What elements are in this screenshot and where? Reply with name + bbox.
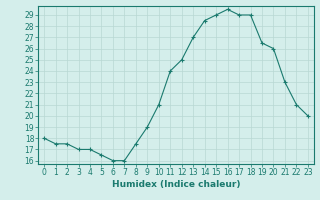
X-axis label: Humidex (Indice chaleur): Humidex (Indice chaleur) — [112, 180, 240, 189]
